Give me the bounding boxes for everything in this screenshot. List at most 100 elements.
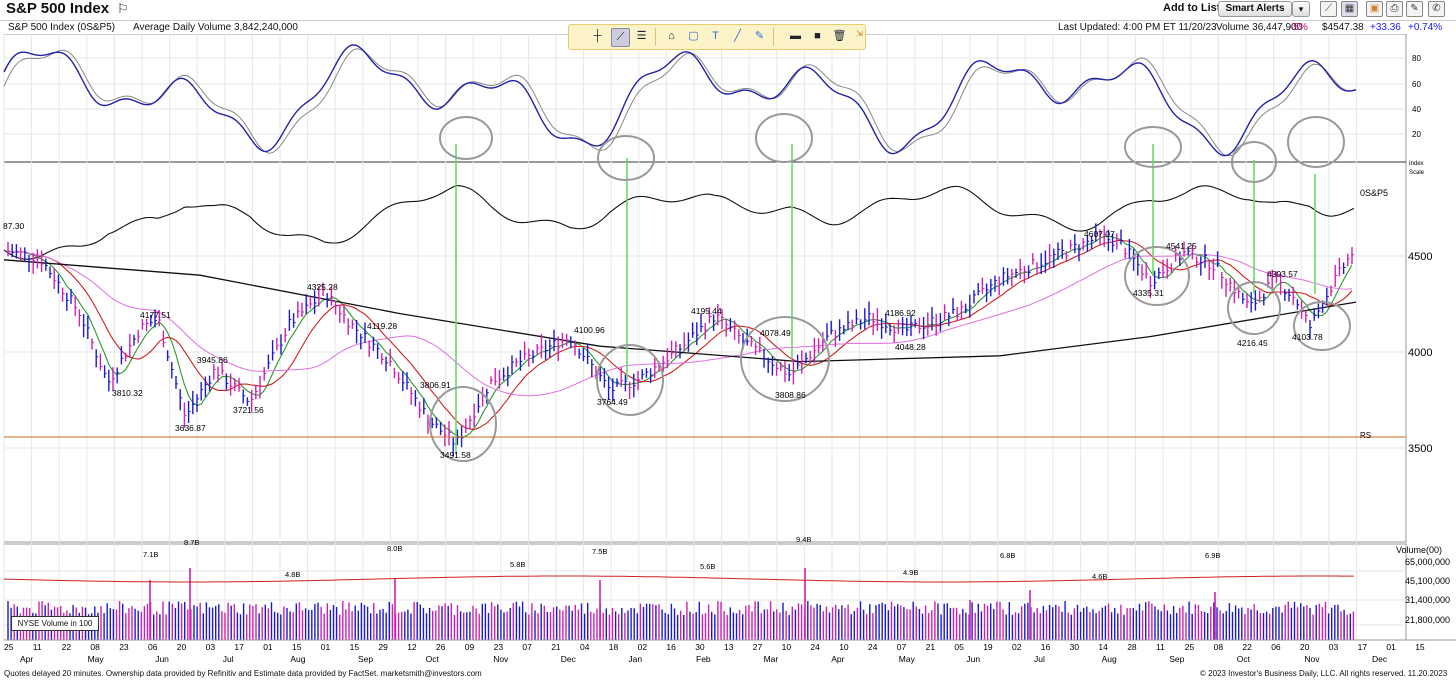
paint-icon[interactable]: ⌂ [668,30,675,42]
x-month-label: Nov [1304,654,1320,664]
price-annotation: 4216.45 [1237,338,1268,348]
relative-strength-line [3,185,1355,260]
signal-circles [429,113,1351,462]
volume-annotation: 4.8B [285,570,300,579]
x-day-label: 23 [494,642,504,652]
x-month-label: Sep [358,654,373,664]
volume-annotation: 6.9B [1205,551,1220,560]
x-month-label: Dec [1372,654,1388,664]
chart-line-icon[interactable]: ⟋ [1320,1,1337,17]
x-month-label: Apr [20,654,33,664]
price-annotation: 4078.49 [760,328,791,338]
x-day-label: 09 [465,642,475,652]
volume-change: -5% [1290,22,1308,33]
page-title: S&P 500 Index [6,0,110,17]
x-month-label: Aug [290,654,305,664]
x-day-label: 15 [1415,642,1425,652]
change-points: +33.36 [1370,22,1401,33]
grid-icon[interactable]: ▦ [1341,1,1358,17]
x-day-label: 15 [350,642,360,652]
x-day-label: 25 [4,642,14,652]
x-day-label: 02 [638,642,648,652]
price-tick-label: 4500 [1408,251,1432,263]
price-annotation: 3721.56 [233,405,264,415]
image-icon[interactable]: ▣ [1366,1,1383,17]
text-icon[interactable]: T [712,30,719,42]
volume-annotation: 9.4B [796,535,811,544]
price-annotation: 3806.91 [420,380,451,390]
trash-icon[interactable]: 🗑 [832,30,847,42]
x-day-label: 16 [1041,642,1051,652]
x-day-label: 06 [1271,642,1281,652]
price-annotation: 4325.28 [307,282,338,292]
x-day-label: 03 [206,642,216,652]
pencil-icon[interactable]: ✎ [754,30,765,42]
signal-lines [455,144,1316,454]
symbol-label: S&P 500 Index (0S&P5) [8,22,116,33]
x-month-label: Apr [831,654,844,664]
volume-annotation: 4.6B [1092,572,1107,581]
signal-circle [740,316,830,402]
x-day-label: 02 [1012,642,1022,652]
rectangle-icon[interactable]: ▢ [688,30,699,42]
x-day-label: 04 [580,642,590,652]
x-month-label: Nov [493,654,509,664]
print-icon[interactable]: ⎙ [1386,1,1403,17]
x-month-label: Sep [1169,654,1184,664]
ma-21-line [7,239,1353,431]
trendline-icon[interactable]: ⟋ [611,28,630,47]
hline-icon[interactable]: ▬ [790,30,801,42]
stoch-tick-label: 80 [1412,54,1421,63]
x-month-label: Mar [764,654,779,664]
list-icon[interactable]: ☰ [636,30,647,42]
signal-circle [439,116,493,160]
smart-alerts-dropdown[interactable]: ▾ [1292,1,1310,17]
ma-50-line [7,250,1353,397]
stochastic-panel [3,34,1407,163]
volume-value: Volume 36,447,900 [1216,22,1303,33]
fill-icon[interactable]: ■ [814,30,821,42]
x-day-label: 19 [983,642,993,652]
volume-tick-label: 31,400,000 [1405,595,1450,605]
x-day-label: 13 [724,642,734,652]
x-day-label: 28 [1127,642,1137,652]
series-label: 0S&P5 [1360,188,1388,198]
x-day-label: 24 [810,642,820,652]
smart-alerts-button[interactable]: Smart Alerts [1218,1,1292,17]
price-chart[interactable]: 80 60 40 20 4500 4000 3500 Index Scale 0S&P5 RS Vol… [0,34,1456,668]
stoch-blue-line [3,44,1357,157]
stoch-gray-line [3,48,1357,156]
x-day-label: 22 [62,642,72,652]
wrench-icon[interactable]: ✎ [1406,1,1423,17]
x-month-label: Jul [223,654,234,664]
x-day-label: 01 [1386,642,1396,652]
signal-circle [1124,246,1190,306]
footer-disclaimer: Quotes delayed 20 minutes. Ownership dat… [4,669,482,678]
x-day-label: 23 [119,642,129,652]
volume-annotation: 4.9B [903,568,918,577]
x-day-label: 05 [954,642,964,652]
last-updated: Last Updated: 4:00 PM ET 11/20/23 [1058,22,1217,33]
price-annotation: 4103.78 [1292,332,1323,342]
toolbar-close-icon[interactable]: ⇲ [856,29,863,38]
price-annotation: 4335.31 [1133,288,1164,298]
price-annotation: 4541.25 [1166,241,1197,251]
line-icon[interactable]: ╱ [734,30,741,42]
ma-200-line [3,259,1357,363]
crosshair-icon[interactable]: ┼ [593,30,602,42]
x-day-label: 07 [897,642,907,652]
index-scale-label: Index [1409,161,1424,167]
signal-circle [1124,126,1182,168]
volume-annotation: 6.8B [1000,551,1015,560]
toolbar-separator [773,28,774,46]
x-day-label: 14 [1098,642,1108,652]
signal-circle [1287,116,1345,168]
avg-volume: Average Daily Volume 3,842,240,000 [133,22,298,33]
volume-annotation: 7.5B [592,547,607,556]
stoch-tick-label: 60 [1412,80,1421,89]
flag-icon[interactable]: ⚐ [117,1,129,16]
x-day-label: 16 [666,642,676,652]
price-annotation: 3945.86 [197,355,228,365]
phone-icon[interactable]: ✆ [1428,1,1445,17]
add-to-list-label: Add to List: [1163,2,1225,14]
